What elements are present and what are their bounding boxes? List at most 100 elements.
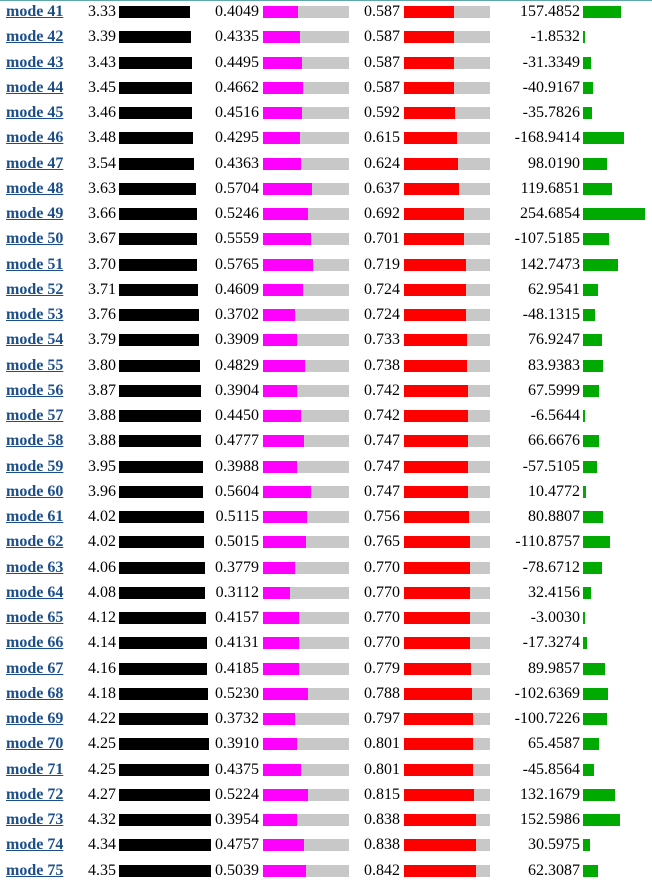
mode-link[interactable]: mode 43 — [6, 53, 64, 71]
frequency-value: 4.34 — [88, 836, 116, 854]
mode-link[interactable]: mode 47 — [6, 154, 64, 172]
participation-bar-track — [404, 864, 490, 877]
frequency-value: 3.46 — [88, 104, 116, 121]
participation-bar — [404, 384, 468, 397]
mode-link[interactable]: mode 41 — [6, 3, 64, 20]
mode-link[interactable]: mode 67 — [6, 659, 64, 677]
mode-link[interactable]: mode 75 — [6, 861, 64, 879]
frequency-value: 3.43 — [88, 53, 116, 71]
mode-link[interactable]: mode 45 — [6, 104, 64, 121]
ipr-bar-track — [263, 788, 349, 801]
mode-link[interactable]: mode 46 — [6, 129, 64, 147]
mode-link[interactable]: mode 63 — [6, 558, 64, 576]
frequency-bar — [119, 309, 199, 321]
mode-link[interactable]: mode 64 — [6, 583, 64, 601]
ipr-bar-track — [263, 258, 349, 271]
participation-value: 0.615 — [364, 129, 400, 147]
mode-link[interactable]: mode 66 — [6, 634, 64, 652]
participation-value: 0.838 — [364, 836, 400, 854]
mode-link[interactable]: mode 54 — [6, 331, 64, 349]
participation-bar — [404, 687, 472, 700]
mode-link[interactable]: mode 61 — [6, 508, 64, 525]
participation-value: 0.756 — [364, 508, 400, 525]
participation-value: 0.842 — [364, 861, 400, 879]
mode-link[interactable]: mode 50 — [6, 230, 64, 248]
participation-value: 0.838 — [364, 811, 400, 828]
ipr-bar — [263, 511, 307, 523]
intensity-bar — [583, 359, 603, 372]
frequency-value: 3.67 — [88, 230, 116, 248]
mode-link[interactable]: mode 56 — [6, 381, 64, 399]
intensity-bar — [583, 561, 602, 574]
mode-link[interactable]: mode 73 — [6, 811, 64, 828]
frequency-bar — [119, 157, 194, 170]
mode-link[interactable]: mode 44 — [6, 78, 64, 96]
mode-link[interactable]: mode 49 — [6, 205, 64, 222]
mode-link[interactable]: mode 68 — [6, 684, 64, 702]
frequency-value: 3.54 — [88, 154, 116, 172]
mode-link[interactable]: mode 51 — [6, 255, 64, 273]
mode-link[interactable]: mode 62 — [6, 533, 64, 551]
mode-link[interactable]: mode 58 — [6, 432, 64, 450]
mode-link[interactable]: mode 57 — [6, 407, 64, 424]
mode-link[interactable]: mode 65 — [6, 609, 64, 626]
ipr-value: 0.3732 — [215, 710, 259, 727]
ipr-bar-track — [263, 511, 349, 523]
frequency-value: 4.12 — [88, 609, 116, 626]
mode-link[interactable]: mode 48 — [6, 179, 64, 197]
participation-bar — [404, 107, 455, 119]
ipr-bar — [263, 132, 300, 145]
mode-link[interactable]: mode 42 — [6, 28, 64, 46]
mode-link[interactable]: mode 74 — [6, 836, 64, 854]
table-row: mode 52 3.71 0.4609 0.724 62.9541 — [0, 280, 652, 305]
ipr-value: 0.4157 — [215, 609, 259, 626]
top-rule — [0, 0, 652, 1]
participation-bar-track — [404, 81, 490, 94]
frequency-bar — [119, 814, 211, 826]
mode-link[interactable]: mode 59 — [6, 457, 64, 475]
mode-link[interactable]: mode 72 — [6, 785, 64, 803]
participation-bar-track — [404, 182, 490, 195]
participation-value: 0.765 — [364, 533, 400, 551]
participation-bar-track — [404, 208, 490, 220]
intensity-bar — [583, 56, 591, 69]
mode-link[interactable]: mode 69 — [6, 710, 64, 727]
table-row: mode 41 3.33 0.4049 0.587 157.4852 — [0, 2, 652, 27]
ipr-value: 0.4516 — [215, 104, 259, 121]
frequency-value: 4.16 — [88, 659, 116, 677]
frequency-bar — [119, 536, 204, 549]
intensity-bar — [583, 208, 645, 220]
participation-bar — [404, 81, 454, 94]
ipr-bar — [263, 208, 308, 220]
participation-bar — [404, 586, 470, 599]
frequency-bar — [119, 359, 200, 372]
intensity-value: 132.1679 — [520, 785, 580, 803]
ipr-value: 0.4375 — [215, 760, 259, 778]
ipr-bar-track — [263, 586, 349, 599]
ipr-bar — [263, 410, 301, 422]
mode-link[interactable]: mode 70 — [6, 735, 64, 753]
participation-value: 0.724 — [364, 306, 400, 323]
ipr-bar — [263, 334, 297, 347]
ipr-bar — [263, 157, 301, 170]
mode-link[interactable]: mode 53 — [6, 306, 64, 323]
mode-link[interactable]: mode 52 — [6, 280, 64, 298]
intensity-bar — [583, 687, 608, 700]
ipr-bar-track — [263, 157, 349, 170]
table-row: mode 68 4.18 0.5230 0.788 -102.6369 — [0, 684, 652, 709]
frequency-value: 4.14 — [88, 634, 116, 652]
frequency-value: 3.88 — [88, 432, 116, 450]
mode-link[interactable]: mode 71 — [6, 760, 64, 778]
frequency-value: 3.70 — [88, 255, 116, 273]
participation-bar — [404, 864, 476, 877]
participation-bar-track — [404, 384, 490, 397]
participation-bar-track — [404, 839, 490, 852]
intensity-bar — [583, 788, 615, 801]
ipr-bar — [263, 233, 311, 246]
mode-link[interactable]: mode 60 — [6, 482, 64, 500]
ipr-value: 0.4335 — [215, 28, 259, 46]
ipr-bar — [263, 637, 299, 650]
participation-value: 0.587 — [364, 3, 400, 20]
mode-link[interactable]: mode 55 — [6, 356, 64, 374]
frequency-value: 3.33 — [88, 3, 116, 20]
